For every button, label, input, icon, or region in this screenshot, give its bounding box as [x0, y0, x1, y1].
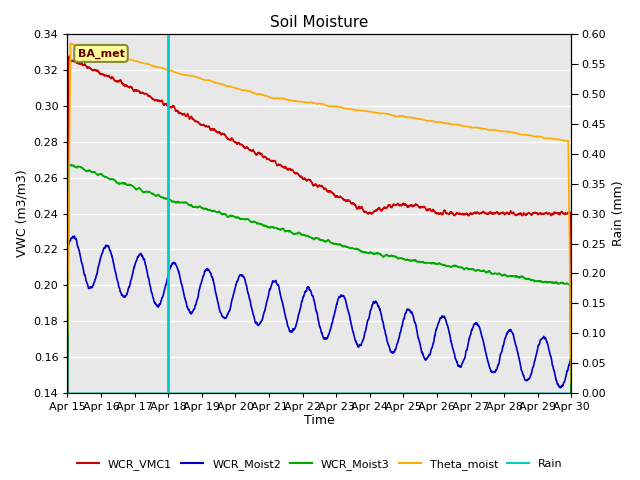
WCR_Moist2 [90, 282, 97, 288]
Line: WCR_Moist2: WCR_Moist2 [67, 236, 572, 446]
X-axis label: Time: Time [304, 414, 335, 427]
Line: WCR_Moist3: WCR_Moist3 [67, 165, 572, 435]
WCR_Moist2 [296, 309, 303, 315]
Theta_moist [461, 123, 468, 129]
WCR_Moist3 [67, 162, 75, 168]
Rain [460, 390, 468, 396]
Theta_moist [553, 137, 561, 143]
WCR_Moist3 [553, 280, 561, 286]
WCR_Moist2 [461, 356, 468, 362]
WCR_Moist2 [63, 443, 71, 449]
WCR_Moist2 [309, 293, 317, 299]
Title: Soil Moisture: Soil Moisture [270, 15, 369, 30]
WCR_Moist3 [568, 432, 575, 438]
Theta_moist [568, 380, 575, 385]
WCR_Moist3 [553, 279, 561, 285]
WCR_VMC1 [90, 67, 97, 73]
WCR_VMC1 [65, 53, 72, 59]
Rain [63, 390, 71, 396]
Legend: WCR_VMC1, WCR_Moist2, WCR_Moist3, Theta_moist, Rain: WCR_VMC1, WCR_Moist2, WCR_Moist3, Theta_… [72, 455, 568, 474]
WCR_Moist3 [296, 230, 303, 236]
WCR_VMC1 [461, 212, 468, 217]
Rain [308, 390, 316, 396]
Line: WCR_VMC1: WCR_VMC1 [67, 56, 572, 375]
Theta_moist [67, 41, 75, 47]
WCR_VMC1 [553, 210, 561, 216]
WCR_Moist2 [568, 425, 575, 431]
Rain [553, 390, 561, 396]
WCR_Moist3 [309, 235, 317, 241]
Y-axis label: VWC (m3/m3): VWC (m3/m3) [15, 170, 28, 257]
Rain [295, 390, 303, 396]
Theta_moist [309, 100, 317, 106]
Theta_moist [296, 99, 303, 105]
Rain [90, 390, 97, 396]
Rain [552, 390, 560, 396]
WCR_VMC1 [63, 348, 71, 353]
WCR_Moist3 [63, 401, 71, 407]
Theta_moist [553, 136, 561, 142]
WCR_Moist3 [90, 169, 97, 175]
WCR_VMC1 [309, 181, 317, 187]
WCR_Moist3 [461, 266, 468, 272]
WCR_VMC1 [553, 210, 561, 216]
Line: Theta_moist: Theta_moist [67, 44, 572, 383]
Rain [568, 390, 575, 396]
WCR_Moist2 [70, 233, 78, 239]
WCR_Moist2 [553, 380, 561, 385]
WCR_VMC1 [568, 372, 575, 378]
WCR_VMC1 [296, 173, 303, 179]
Theta_moist [90, 47, 97, 53]
Y-axis label: Rain (mm): Rain (mm) [612, 181, 625, 246]
WCR_Moist2 [553, 378, 561, 384]
Text: BA_met: BA_met [77, 48, 124, 59]
Theta_moist [63, 329, 71, 335]
